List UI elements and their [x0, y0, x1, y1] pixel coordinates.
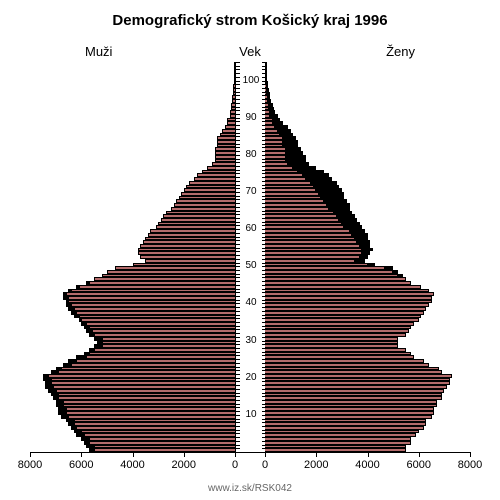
- x-axis-ticks: 0020002000400040006000600080008000: [30, 452, 470, 477]
- age-label: 70: [236, 187, 266, 197]
- age-label: 10: [236, 410, 266, 420]
- age-label: 50: [236, 261, 266, 271]
- x-tick-label: 0: [232, 459, 238, 471]
- x-tick-label: 2000: [172, 459, 196, 471]
- age-label: 80: [236, 150, 266, 160]
- x-tick-label: 2000: [304, 459, 328, 471]
- label-age: Vek: [0, 44, 500, 59]
- x-tick-label: 4000: [355, 459, 379, 471]
- x-tick-label: 8000: [458, 459, 482, 471]
- source-label: www.iz.sk/RSK042: [0, 483, 500, 494]
- age-axis: 10 20 30 40 50 60 70 80 90 100: [235, 62, 267, 452]
- pyramid-chart: Demografický strom Košický kraj 1996 Muž…: [0, 0, 500, 500]
- x-tick-label: 6000: [407, 459, 431, 471]
- age-label: 30: [236, 336, 266, 346]
- age-label: 100: [236, 76, 266, 86]
- age-label: 60: [236, 224, 266, 234]
- male-panel: [30, 62, 235, 452]
- age-label: 20: [236, 373, 266, 383]
- age-label: 90: [236, 113, 266, 123]
- plot-area: 102030405060708090100 002000200040004000…: [30, 62, 470, 453]
- female-panel: [265, 62, 470, 452]
- x-tick-label: 4000: [120, 459, 144, 471]
- x-tick-label: 0: [262, 459, 268, 471]
- label-females: Ženy: [386, 44, 415, 59]
- x-tick-label: 8000: [18, 459, 42, 471]
- age-label: 40: [236, 298, 266, 308]
- chart-title: Demografický strom Košický kraj 1996: [0, 12, 500, 29]
- x-tick-label: 6000: [69, 459, 93, 471]
